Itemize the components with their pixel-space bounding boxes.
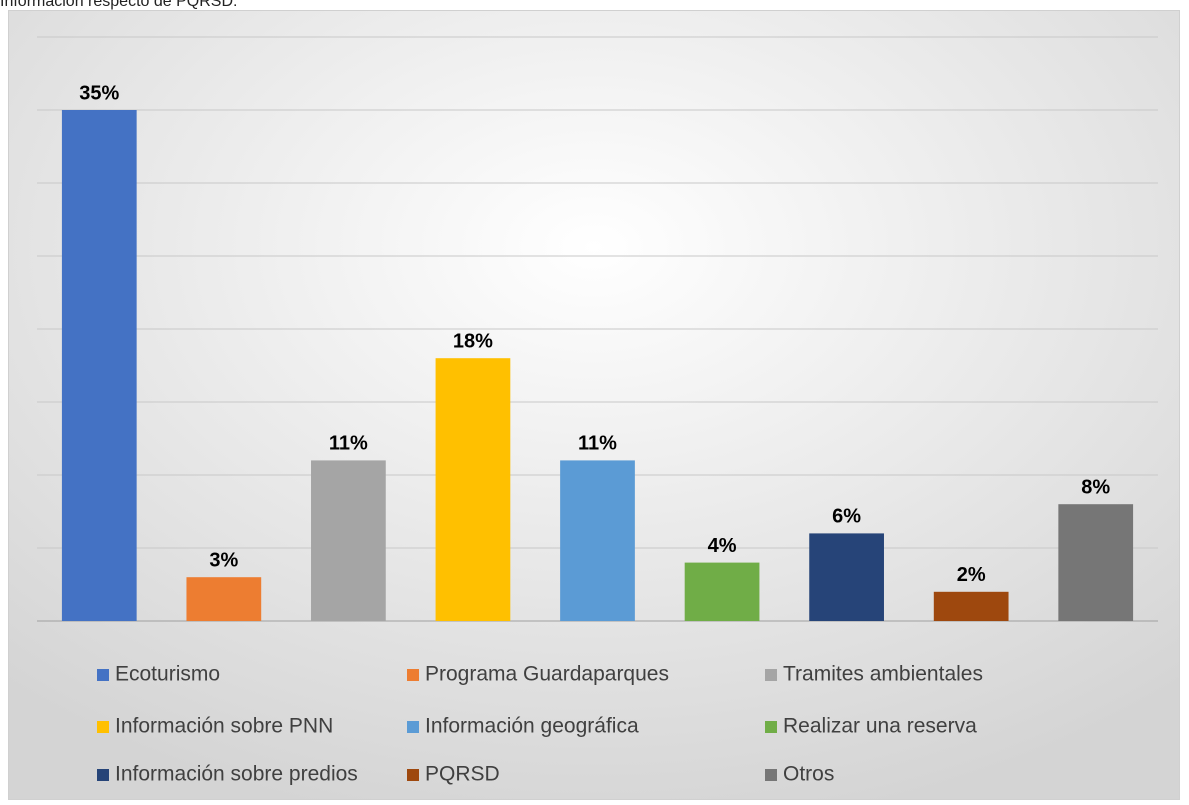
chart-title: Información respecto de PQRSD: (0, 0, 237, 10)
bar (809, 533, 884, 621)
chart-area (8, 10, 1180, 800)
bar (435, 358, 511, 621)
legend-swatch (407, 669, 419, 681)
legend-label: Programa Guardaparques (425, 663, 669, 686)
legend-label: Información sobre PNN (115, 715, 333, 738)
bar (560, 460, 635, 621)
legend-label: Otros (783, 763, 834, 786)
data-label: 2% (957, 564, 986, 586)
bar (61, 110, 137, 621)
data-label: 4% (708, 535, 737, 557)
bar (186, 577, 262, 621)
data-label: 35% (79, 82, 119, 104)
data-label: 3% (209, 549, 238, 571)
legend-swatch (765, 769, 777, 781)
legend-swatch (97, 721, 109, 733)
bar (1058, 504, 1134, 621)
legend-label: PQRSD (425, 763, 500, 786)
bar (933, 591, 1009, 621)
legend-swatch (407, 721, 419, 733)
legend-label: Realizar una reserva (783, 715, 977, 738)
data-label: 18% (453, 330, 493, 352)
data-label: 6% (832, 506, 861, 528)
bar (684, 562, 760, 621)
data-label: 8% (1081, 476, 1110, 498)
data-label: 11% (329, 433, 368, 455)
legend-label: Información sobre predios (115, 763, 358, 786)
data-label: 11% (578, 433, 617, 455)
legend-swatch (97, 769, 109, 781)
bar (311, 460, 386, 621)
legend-swatch (407, 769, 419, 781)
legend-label: Información geográfica (425, 715, 639, 738)
legend-swatch (765, 721, 777, 733)
legend-label: Tramites ambientales (783, 663, 983, 686)
legend-swatch (765, 669, 777, 681)
legend-label: Ecoturismo (115, 663, 220, 686)
legend-swatch (97, 669, 109, 681)
